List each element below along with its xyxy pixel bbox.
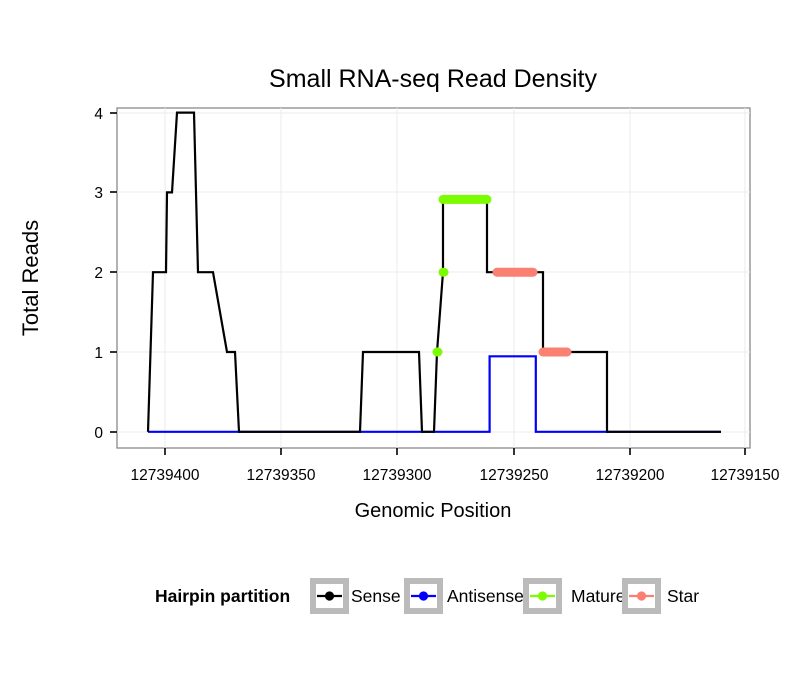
svg-text:Star: Star — [667, 586, 699, 606]
svg-text:2: 2 — [94, 265, 103, 282]
svg-text:0: 0 — [94, 425, 103, 442]
svg-text:12739250: 12739250 — [480, 467, 549, 484]
svg-text:Genomic Position: Genomic Position — [355, 500, 512, 522]
svg-text:3: 3 — [94, 185, 103, 202]
svg-text:Small RNA-seq Read Density: Small RNA-seq Read Density — [269, 65, 597, 93]
svg-text:Hairpin partition: Hairpin partition — [155, 586, 290, 606]
svg-text:Antisense: Antisense — [447, 586, 524, 606]
svg-text:12739150: 12739150 — [711, 467, 780, 484]
svg-text:12739200: 12739200 — [596, 467, 665, 484]
svg-text:12739300: 12739300 — [363, 467, 432, 484]
svg-text:Sense: Sense — [351, 586, 401, 606]
svg-text:Mature: Mature — [571, 586, 625, 606]
svg-text:12739350: 12739350 — [247, 467, 316, 484]
svg-text:4: 4 — [94, 106, 103, 123]
svg-text:12739400: 12739400 — [131, 467, 200, 484]
svg-text:1: 1 — [94, 345, 103, 362]
svg-text:Total Reads: Total Reads — [18, 220, 43, 336]
